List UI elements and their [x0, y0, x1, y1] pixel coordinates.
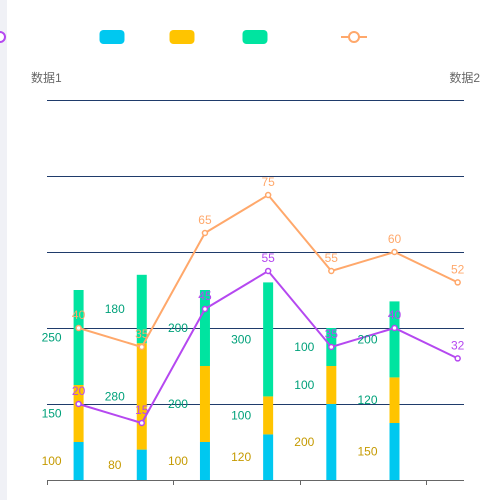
series-point — [391, 248, 398, 256]
bar-segment — [73, 290, 84, 385]
series-point — [138, 343, 146, 351]
bar-segment — [199, 442, 210, 480]
series-point — [201, 305, 209, 313]
legend-marker-icon — [348, 31, 360, 43]
bar-series — [73, 274, 400, 480]
bar-value-label: 250 — [42, 331, 62, 345]
point-value-label: 20 — [72, 384, 86, 398]
bar-segment — [136, 449, 147, 480]
point-value-label: 15 — [135, 403, 149, 417]
legend-bar-swatch — [99, 30, 125, 44]
bar-value-label: 100 — [42, 454, 62, 468]
bar-segment — [73, 385, 84, 442]
bar-segment — [199, 290, 210, 366]
point-value-label: 35 — [135, 327, 149, 341]
legend-bar-swatch — [242, 30, 268, 44]
bar-segment — [263, 282, 274, 397]
bar-value-label: 300 — [231, 332, 251, 346]
series-point — [138, 419, 146, 427]
point-value-label: 35 — [325, 327, 339, 341]
bar-value-label: 120 — [357, 393, 377, 407]
page-edge-strip — [0, 0, 7, 500]
bar-segment — [389, 423, 400, 480]
gridlines — [47, 100, 464, 405]
bar-segment — [136, 343, 147, 450]
series-point — [454, 279, 461, 286]
series-point — [75, 400, 82, 408]
bar-segment — [326, 366, 337, 404]
bar-value-label: 180 — [105, 302, 125, 316]
bar-value-label: 200 — [168, 397, 188, 411]
point-value-label: 75 — [261, 175, 275, 189]
point-value-label: 55 — [261, 251, 275, 265]
point-value-label: 52 — [451, 262, 465, 276]
bar-value-label: 80 — [108, 458, 122, 472]
bar-segment — [263, 434, 274, 480]
point-value-label: 45 — [198, 289, 212, 303]
series-point — [75, 324, 82, 332]
bar-value-label: 150 — [357, 445, 377, 459]
legend-bar-swatch — [169, 30, 195, 44]
bar-segment — [389, 377, 400, 423]
x-axis — [47, 480, 464, 485]
series-point — [391, 324, 398, 332]
bar-value-label: 200 — [168, 321, 188, 335]
series-point — [264, 267, 272, 275]
bar-value-label: 100 — [231, 408, 251, 422]
bar-segment — [73, 442, 84, 480]
bar-value-label: 100 — [294, 378, 314, 392]
series-point — [201, 229, 209, 237]
point-value-label: 55 — [325, 251, 339, 265]
point-value-label: 65 — [198, 213, 212, 227]
bar-value-label: 200 — [357, 332, 377, 346]
chart-legend — [0, 30, 367, 44]
line-series — [75, 191, 461, 427]
point-value-label: 32 — [451, 338, 465, 352]
bar-segment — [136, 274, 147, 344]
bar-segment — [326, 404, 337, 480]
series-point — [264, 191, 272, 199]
data-labels: 100 80 100 120 200 150 150 280 200 100 100 120 250 18… — [42, 175, 465, 472]
legend-marker-icon — [0, 31, 6, 43]
series-point — [454, 355, 461, 362]
bar-segment — [263, 396, 274, 435]
point-value-label: 40 — [72, 308, 86, 322]
bar-segment — [199, 366, 210, 442]
point-value-label: 60 — [388, 232, 402, 246]
bar-value-label: 100 — [168, 454, 188, 468]
series-point — [328, 343, 335, 351]
bar-value-label: 280 — [105, 389, 125, 403]
bar-value-label: 150 — [42, 407, 62, 421]
bar-value-label: 200 — [294, 435, 314, 449]
point-value-label: 40 — [388, 308, 402, 322]
bar-value-label: 100 — [294, 340, 314, 354]
y-axis-right-name: 数据2 — [449, 70, 480, 85]
series-point — [328, 267, 335, 275]
y-axis-left-name: 数据1 — [31, 70, 62, 85]
bar-segment — [389, 301, 400, 378]
bar-value-label: 120 — [231, 450, 251, 464]
